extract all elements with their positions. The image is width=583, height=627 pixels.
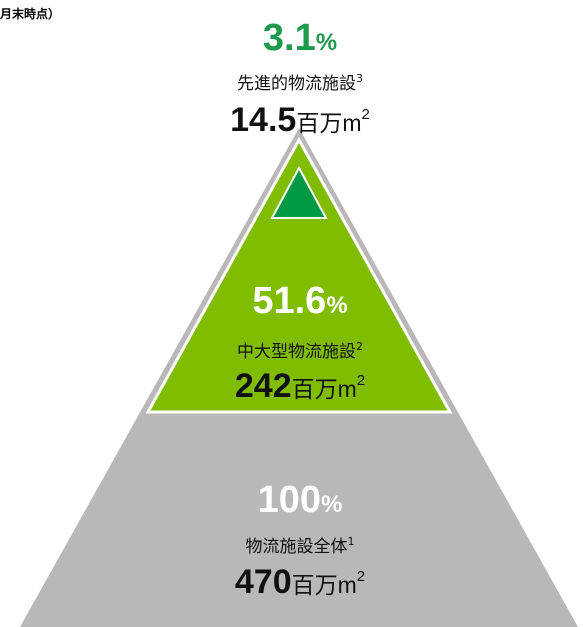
area-unit: 百万m: [296, 110, 361, 136]
footnote: 3: [356, 72, 363, 85]
area: 14.5百万m2: [230, 101, 370, 139]
area: 470百万m2: [235, 563, 365, 601]
area: 242百万m2: [235, 367, 365, 405]
area-unit: 百万m: [292, 376, 357, 402]
area-sup: 2: [357, 568, 365, 585]
percent-value: 100: [258, 479, 321, 521]
percent: 100%: [258, 479, 343, 521]
tier-label: 物流施設全体1: [246, 535, 355, 557]
area-sup: 2: [362, 106, 370, 123]
area-sup: 2: [357, 372, 365, 389]
tier-top: [270, 165, 328, 219]
area-value: 470: [235, 563, 292, 601]
note: 月末時点）: [0, 6, 60, 21]
tier-middle: [145, 136, 453, 414]
tier-label: 先進的物流施設3: [237, 72, 363, 94]
tier-name: 物流施設全体: [246, 537, 348, 557]
percent: 51.6%: [252, 280, 347, 322]
tier-name: 先進的物流施設: [237, 74, 356, 94]
area-value: 242: [235, 367, 292, 405]
percent-unit: %: [326, 292, 347, 319]
percent-value: 51.6: [252, 280, 326, 322]
footnote: 1: [348, 535, 355, 548]
area-value: 14.5: [230, 101, 296, 139]
percent-unit: %: [321, 491, 342, 518]
percent-unit: %: [316, 29, 337, 56]
area-unit: 百万m: [292, 572, 357, 598]
percent: 3.1%: [263, 17, 337, 59]
tier-label: 中大型物流施設2: [237, 340, 363, 362]
footnote: 2: [356, 340, 363, 353]
tier-name: 中大型物流施設: [237, 342, 356, 362]
percent-value: 3.1: [263, 17, 316, 59]
